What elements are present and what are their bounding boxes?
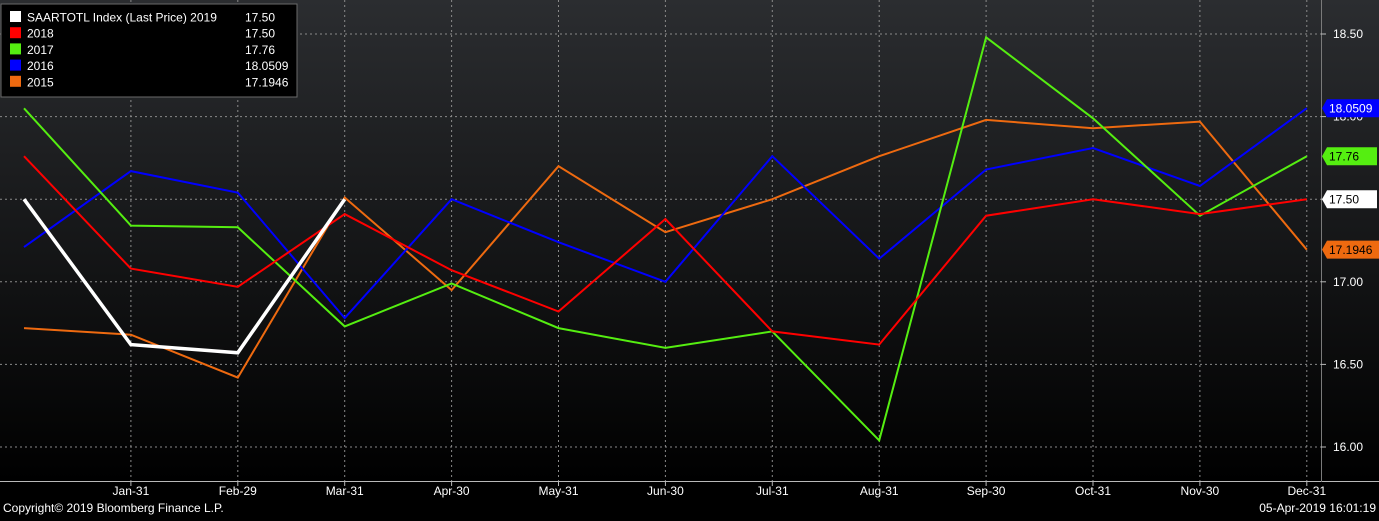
series-lines bbox=[22, 35, 1308, 443]
x-tick-label: Aug-31 bbox=[860, 484, 899, 498]
legend-swatch bbox=[10, 11, 21, 22]
value-tag: 17.50 bbox=[1322, 190, 1377, 209]
legend-swatch bbox=[10, 27, 21, 39]
timestamp-text: 05-Apr-2019 16:01:19 bbox=[1259, 501, 1376, 515]
x-axis-tick-labels: Jan-31 Feb-29 Mar-31 Apr-30 May-31 Jun-30 Jul-… bbox=[113, 481, 1326, 498]
legend-box bbox=[0, 3, 298, 98]
value-tag-bg bbox=[1322, 190, 1377, 209]
legend-series-name: 2016 bbox=[27, 59, 54, 73]
series-line-2018 bbox=[23, 155, 1307, 346]
legend-last-value: 17.50 bbox=[245, 27, 275, 41]
x-tick-label: Apr-30 bbox=[434, 484, 470, 498]
legend-series-name: 2015 bbox=[27, 75, 54, 89]
legend-row: 2018 17.50 bbox=[10, 27, 275, 41]
legend-last-value: 17.76 bbox=[245, 43, 275, 57]
legend-swatch bbox=[10, 59, 21, 71]
x-tick-label: Jan-31 bbox=[113, 484, 150, 498]
legend-last-value: 17.1946 bbox=[245, 75, 289, 89]
x-tick-label: Nov-30 bbox=[1181, 484, 1220, 498]
y-tick-label: 16.00 bbox=[1333, 440, 1363, 454]
value-tag-label: 17.1946 bbox=[1329, 243, 1373, 257]
y-tick-label: 18.50 bbox=[1333, 27, 1363, 41]
legend-last-value: 18.0509 bbox=[245, 59, 289, 73]
x-tick-label: Mar-31 bbox=[326, 484, 364, 498]
value-tag: 18.0509 bbox=[1322, 99, 1379, 118]
value-tag: 17.76 bbox=[1322, 147, 1377, 166]
series-line-saartotl-index-last-price-2019 bbox=[22, 198, 347, 355]
y-tick-label: 17.00 bbox=[1333, 275, 1363, 289]
value-tag-label: 17.76 bbox=[1329, 150, 1359, 164]
legend-swatch bbox=[10, 75, 21, 87]
legend-row: SAARTOTL Index (Last Price) 2019 17.50 bbox=[10, 11, 275, 25]
x-tick-label: May-31 bbox=[538, 484, 578, 498]
x-tick-label: Oct-31 bbox=[1075, 484, 1111, 498]
series-line-2016 bbox=[23, 107, 1308, 320]
value-tag-label: 17.50 bbox=[1329, 193, 1359, 207]
legend-series-name: 2017 bbox=[27, 43, 54, 57]
x-tick-label: Dec-31 bbox=[1287, 484, 1326, 498]
last-value-tags: 18.0509 17.76 17.50 17.1946 bbox=[1322, 99, 1379, 259]
series-line-2017 bbox=[23, 35, 1308, 443]
legend-row: 2017 17.76 bbox=[10, 43, 275, 57]
value-tag: 17.1946 bbox=[1322, 240, 1379, 259]
legend-swatch bbox=[10, 43, 21, 55]
x-tick-label: Jul-31 bbox=[756, 484, 789, 498]
value-tag-bg bbox=[1322, 240, 1379, 259]
legend: SAARTOTL Index (Last Price) 2019 17.50201… bbox=[0, 3, 298, 98]
legend-row: 2015 17.1946 bbox=[10, 75, 289, 89]
x-tick-label: Sep-30 bbox=[967, 484, 1006, 498]
legend-last-value: 17.50 bbox=[245, 11, 275, 25]
value-tag-label: 18.0509 bbox=[1329, 102, 1373, 116]
legend-series-name: SAARTOTL Index (Last Price) 2019 bbox=[27, 11, 217, 25]
legend-row: 2016 18.0509 bbox=[10, 59, 289, 73]
x-tick-label: Jun-30 bbox=[647, 484, 684, 498]
value-tag-bg bbox=[1322, 99, 1379, 118]
x-tick-label: Feb-29 bbox=[219, 484, 257, 498]
value-tag-bg bbox=[1322, 147, 1377, 166]
legend-series-name: 2018 bbox=[27, 27, 54, 41]
y-tick-label: 16.50 bbox=[1333, 357, 1363, 371]
copyright-text: Copyright© 2019 Bloomberg Finance L.P. bbox=[3, 501, 224, 515]
series-line-2015 bbox=[23, 118, 1308, 379]
legend-rows: SAARTOTL Index (Last Price) 2019 17.50201… bbox=[10, 11, 289, 89]
